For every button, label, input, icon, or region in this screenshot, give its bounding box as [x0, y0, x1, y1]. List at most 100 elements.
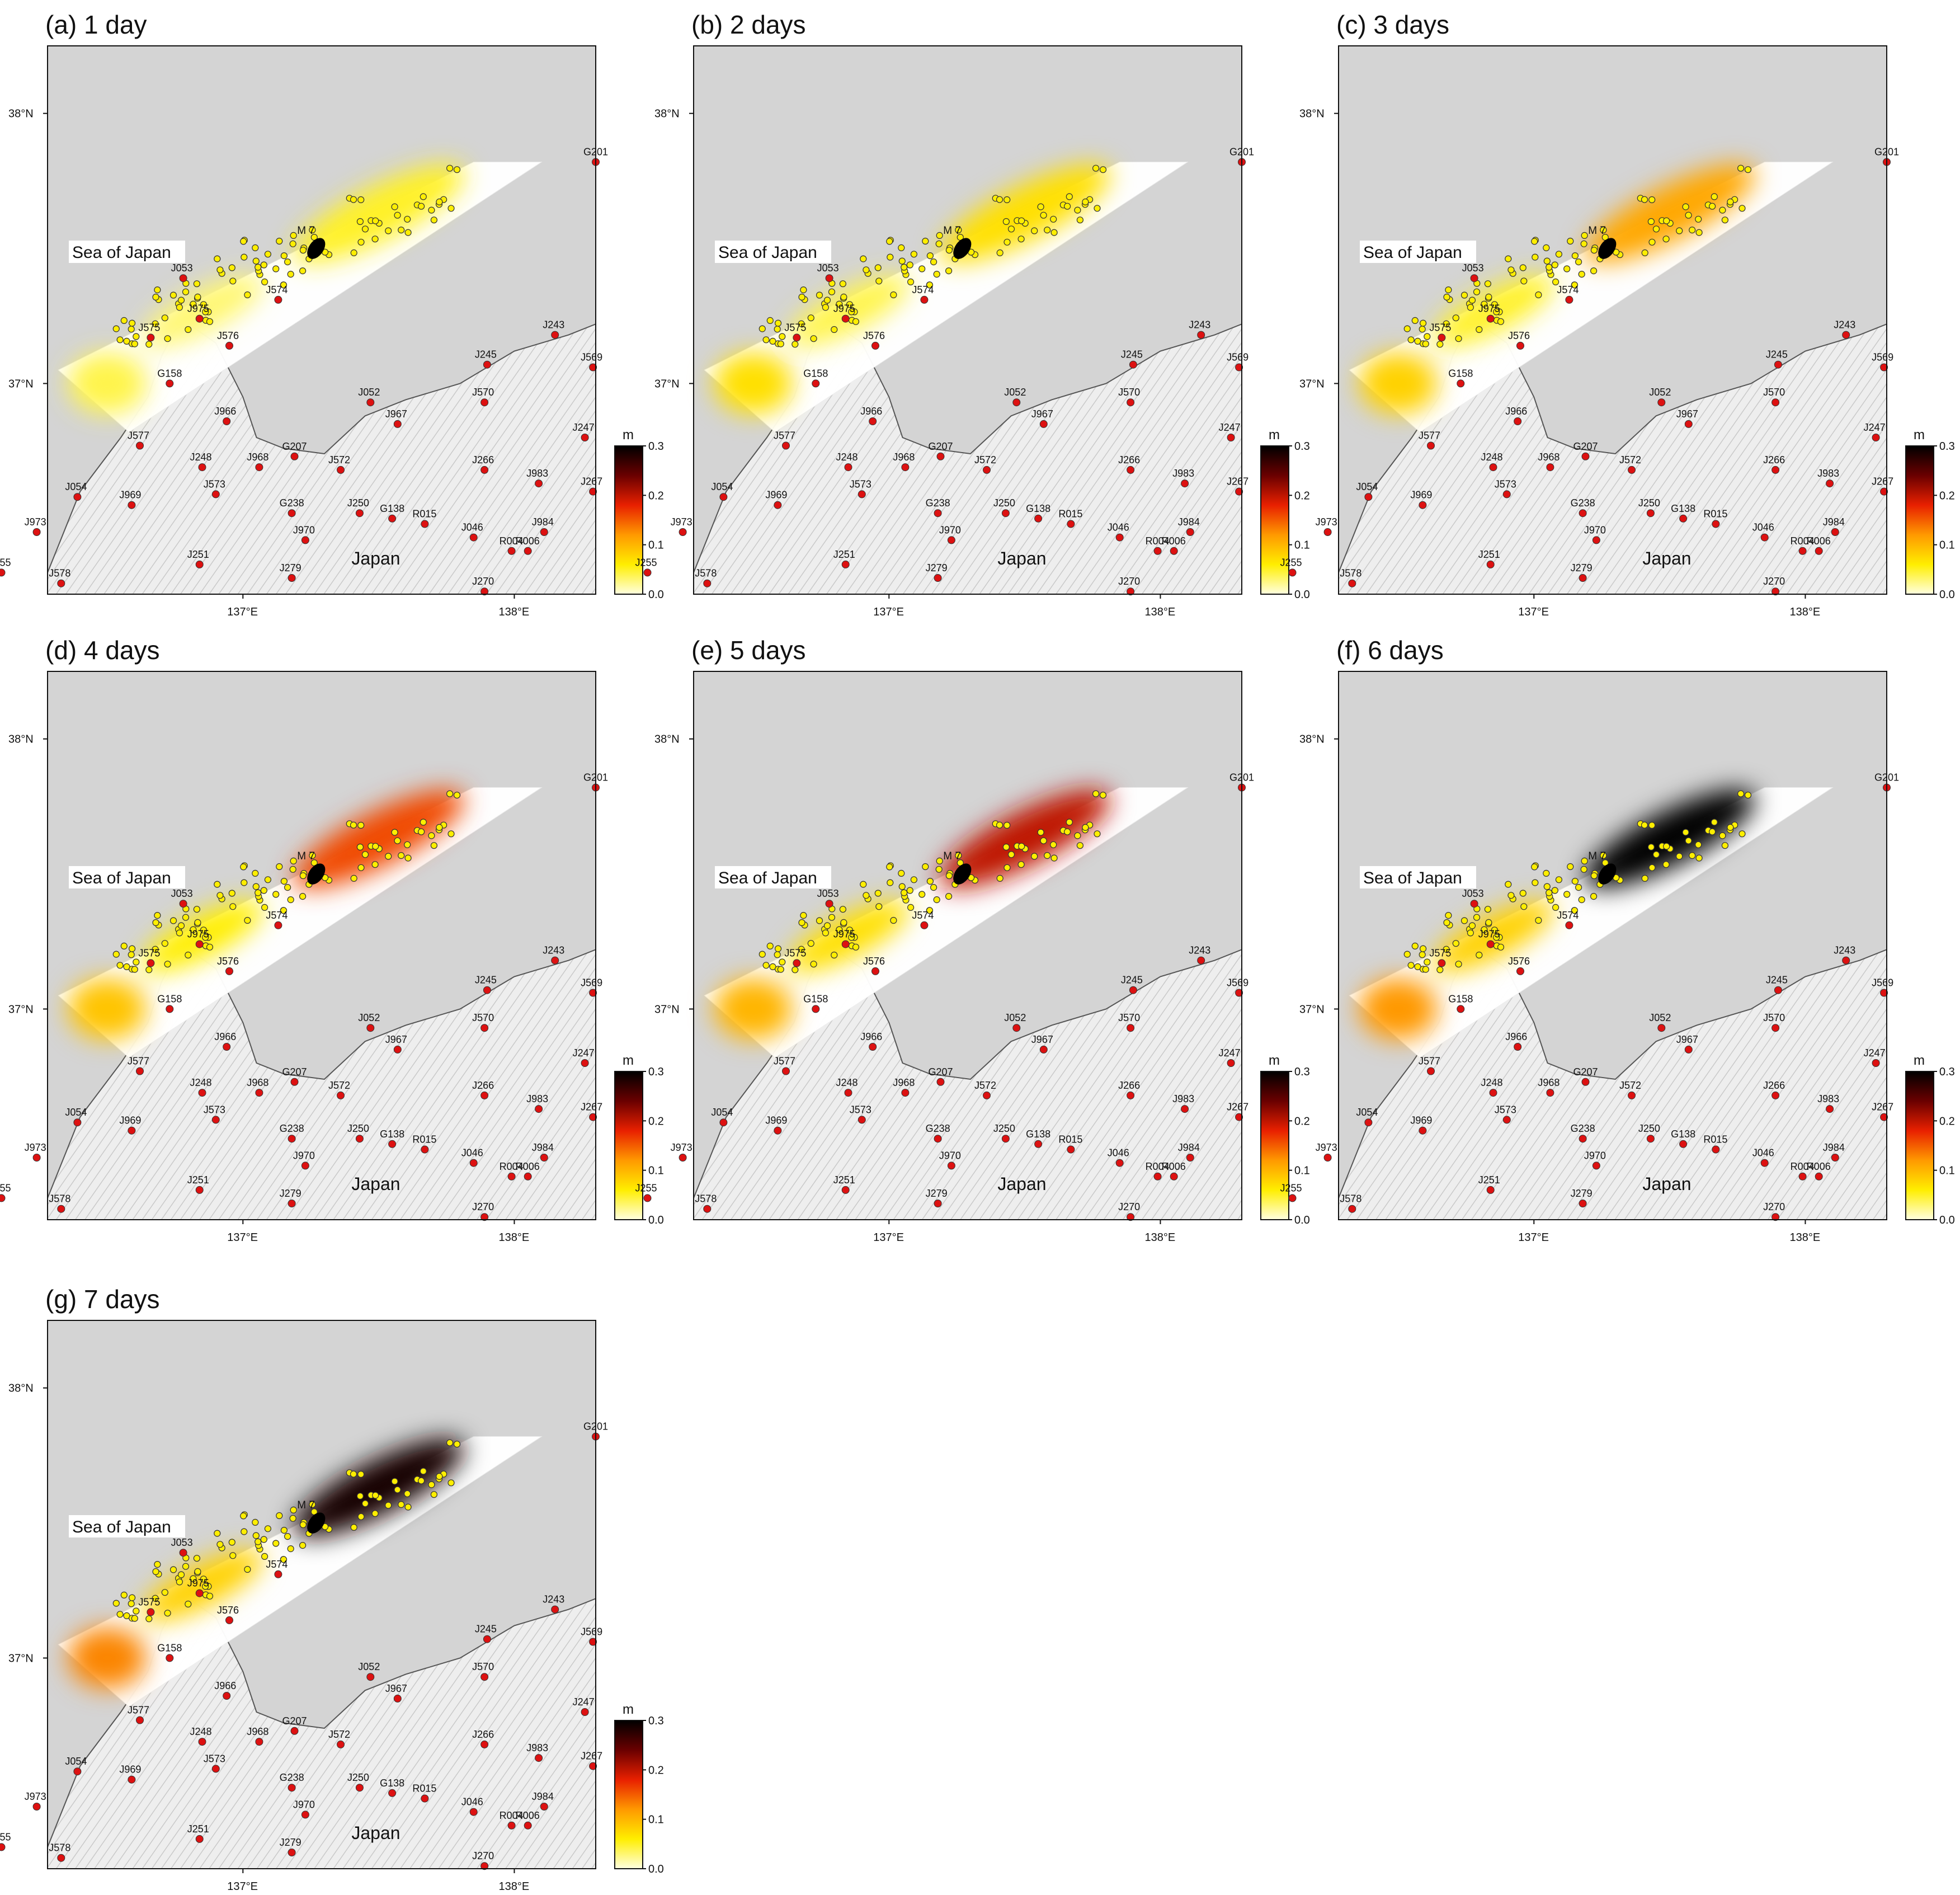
slip-patch-main [293, 789, 464, 888]
gnss-station-marker [1502, 1116, 1511, 1124]
aftershock-marker [1689, 227, 1696, 234]
station-label: J969 [1410, 490, 1432, 501]
gnss-station-marker [1657, 398, 1666, 407]
map-panel: (d) 4 days M 7 J053 J575 J975 J576 J574 G158 J96… [0, 636, 664, 1244]
gnss-station-marker [388, 1140, 397, 1148]
station-label: J279 [926, 1188, 948, 1199]
station-label: J577 [1419, 1056, 1440, 1067]
gnss-station-marker [1679, 1140, 1688, 1148]
gnss-station-marker [1288, 1194, 1297, 1202]
aftershock-marker [371, 861, 379, 868]
gnss-station-marker [198, 463, 206, 472]
gnss-station-marker [1457, 1005, 1465, 1013]
lat-tick-label: 37°N [8, 1652, 34, 1664]
aftershock-marker [216, 892, 224, 899]
aftershock-marker [874, 890, 882, 897]
aftershock-marker [918, 265, 926, 272]
station-label: G207 [282, 1715, 307, 1727]
aftershock-marker [280, 1527, 288, 1534]
station-label: J984 [532, 1142, 554, 1153]
aftershock-marker [133, 1607, 140, 1615]
station-label: J966 [1505, 406, 1527, 417]
aftershock-marker [229, 278, 237, 285]
station-label: J975 [833, 303, 855, 314]
gnss-station-marker [1516, 341, 1524, 350]
aftershock-marker [775, 319, 782, 327]
aftershock-marker [430, 1491, 438, 1498]
station-label: J267 [581, 1102, 602, 1113]
station-label: J053 [171, 888, 193, 899]
station-label: J054 [65, 1107, 87, 1118]
gnss-station-marker [198, 1738, 206, 1746]
aftershock-marker [816, 291, 823, 299]
aftershock-marker [1452, 314, 1459, 322]
panel-title: (f) 6 days [1336, 636, 1444, 665]
aftershock-marker [284, 258, 291, 266]
station-label: R015 [1058, 1134, 1082, 1145]
gnss-station-marker [782, 441, 790, 450]
aftershock-marker [290, 857, 297, 864]
panel-title: (c) 3 days [1336, 10, 1449, 39]
aftershock-marker [1682, 203, 1689, 210]
map-panel: (b) 2 days M 7 J053 J575 J975 J576 J574 G158 J96… [635, 10, 1310, 618]
station-label: J968 [247, 452, 268, 463]
gnss-station-marker [337, 1091, 345, 1099]
gnss-station-marker [1502, 490, 1511, 499]
station-label: J251 [187, 1823, 209, 1835]
aftershock-marker [1002, 218, 1010, 225]
gnss-station-marker [166, 1005, 174, 1013]
gnss-station-marker [211, 490, 220, 499]
aftershock-marker [1575, 884, 1582, 891]
gnss-station-marker [480, 587, 489, 596]
aftershock-marker [1044, 852, 1051, 859]
aftershock-marker [1676, 853, 1683, 860]
gnss-station-marker [0, 1194, 6, 1202]
gnss-station-marker [1798, 1172, 1807, 1181]
aftershock-marker [145, 341, 153, 348]
aftershock-marker [430, 217, 438, 224]
station-label: G207 [282, 1066, 307, 1078]
aftershock-marker [446, 1439, 454, 1446]
aftershock-marker [777, 340, 784, 347]
station-label: J569 [1227, 352, 1248, 363]
aftershock-marker [309, 226, 316, 234]
gnss-station-marker [1831, 528, 1839, 536]
gnss-station-marker [1181, 479, 1189, 488]
aftershock-marker [1647, 218, 1655, 225]
gnss-station-marker [1579, 509, 1587, 518]
gnss-station-marker [480, 465, 489, 474]
colorbar-tick-label: 0.1 [1294, 1165, 1310, 1177]
station-label: J046 [461, 522, 483, 533]
station-label: J967 [1031, 1034, 1053, 1045]
aftershock-marker [1443, 320, 1450, 327]
slip-patch-west [142, 1549, 263, 1621]
station-label: G158 [1448, 993, 1473, 1004]
gnss-station-marker [1486, 560, 1495, 568]
aftershock-marker [1037, 203, 1044, 210]
aftershock-marker [161, 314, 168, 322]
gnss-station-marker [393, 420, 402, 428]
station-label: G238 [1571, 1123, 1595, 1134]
aftershock-marker [1695, 229, 1703, 236]
gnss-station-marker [1581, 452, 1590, 460]
station-label: J053 [817, 262, 839, 274]
aftershock-marker [1484, 280, 1491, 288]
gnss-station-marker [524, 1172, 532, 1181]
aftershock-marker [1099, 792, 1107, 799]
station-label: J247 [1219, 422, 1241, 433]
gnss-station-marker [195, 1589, 204, 1597]
aftershock-marker [152, 320, 159, 327]
station-label: J975 [187, 929, 209, 940]
station-label: J569 [1872, 352, 1893, 363]
aftershock-marker [420, 193, 427, 200]
aftershock-marker [385, 227, 392, 234]
aftershock-marker [228, 264, 235, 271]
gnss-station-marker [1039, 420, 1048, 428]
station-label: J969 [765, 490, 787, 501]
colorbar-scale [1260, 1071, 1289, 1220]
gnss-station-marker [1153, 1172, 1162, 1181]
station-label: J973 [25, 1791, 46, 1802]
aftershock-marker [394, 1486, 401, 1493]
mainshock-marker [1598, 863, 1617, 885]
mainshock-label: M 7 [943, 225, 961, 237]
